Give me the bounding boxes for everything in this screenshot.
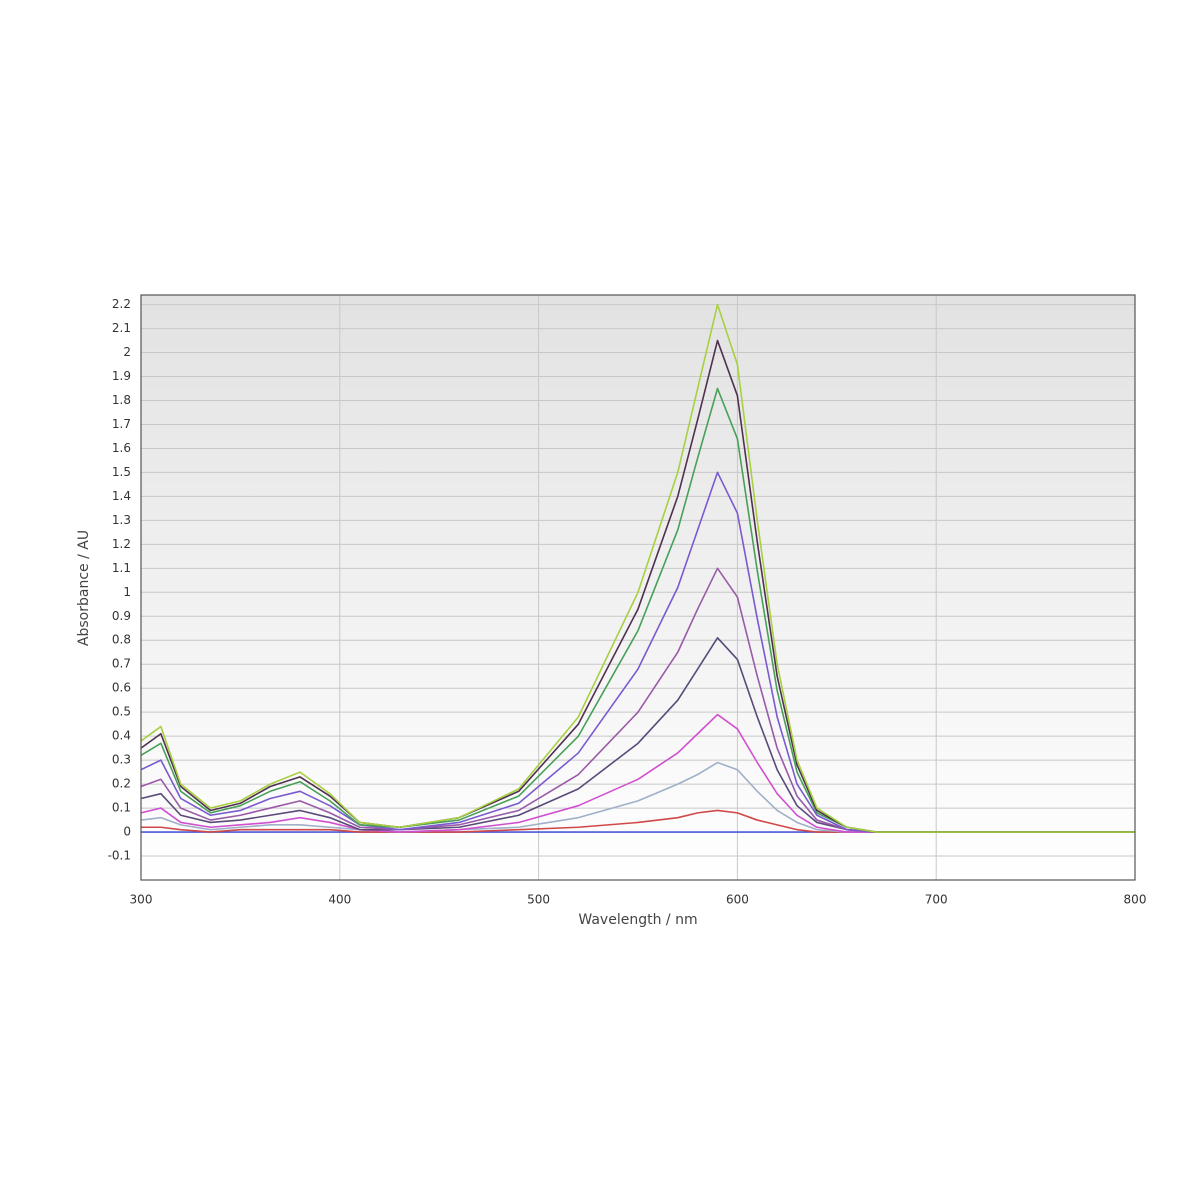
x-tick-label: 400 bbox=[328, 893, 351, 907]
x-axis-title: Wavelength / nm bbox=[578, 912, 697, 928]
y-tick-label: 0.9 bbox=[112, 609, 131, 623]
x-tick-label: 700 bbox=[925, 893, 948, 907]
y-tick-label: 0.5 bbox=[112, 705, 131, 719]
plot-border bbox=[140, 294, 1136, 881]
y-tick-label: 0.1 bbox=[112, 801, 131, 815]
spectrum-line bbox=[140, 471, 1135, 833]
spectrum-line bbox=[141, 809, 1135, 833]
spectrum-line bbox=[140, 567, 1135, 833]
spectrum-line bbox=[140, 637, 1135, 833]
y-tick-label: 0.2 bbox=[112, 777, 131, 791]
y-tick-label: 1.4 bbox=[112, 489, 131, 503]
y-tick-label: 0.8 bbox=[112, 633, 131, 647]
y-tick-label: 0 bbox=[123, 825, 131, 839]
y-tick-label: 0.6 bbox=[112, 681, 131, 695]
plot-background bbox=[141, 295, 1135, 880]
y-axis-title: Absorbance / AU bbox=[76, 530, 92, 646]
y-tick-label: 0.4 bbox=[112, 729, 131, 743]
spectrum-line bbox=[140, 303, 1135, 833]
y-tick-label: 2 bbox=[123, 345, 131, 359]
y-tick-label: 1.5 bbox=[112, 465, 131, 479]
y-tick-label: 1.1 bbox=[112, 561, 131, 575]
spectrum-line bbox=[140, 339, 1135, 833]
y-tick-label: 1.6 bbox=[112, 441, 131, 455]
y-tick-label: 1.9 bbox=[112, 369, 131, 383]
x-tick-label: 300 bbox=[130, 893, 153, 907]
spectrum-line bbox=[140, 387, 1135, 833]
spectrum-line bbox=[140, 761, 1135, 833]
y-tick-label: 1.2 bbox=[112, 537, 131, 551]
y-tick-label: 0.7 bbox=[112, 657, 131, 671]
x-tick-label: 800 bbox=[1124, 893, 1147, 907]
y-tick-label: 1 bbox=[123, 585, 131, 599]
y-tick-label: 2.1 bbox=[112, 321, 131, 335]
y-tick-label: 0.3 bbox=[112, 753, 131, 767]
x-tick-label: 600 bbox=[726, 893, 749, 907]
y-tick-label: 1.7 bbox=[112, 417, 131, 431]
y-tick-label: -0.1 bbox=[108, 849, 131, 863]
y-tick-label: 1.8 bbox=[112, 393, 131, 407]
x-tick-label: 500 bbox=[527, 893, 550, 907]
spectrum-line bbox=[140, 713, 1135, 833]
y-tick-label: 1.3 bbox=[112, 513, 131, 527]
y-tick-label: 2.2 bbox=[112, 297, 131, 311]
